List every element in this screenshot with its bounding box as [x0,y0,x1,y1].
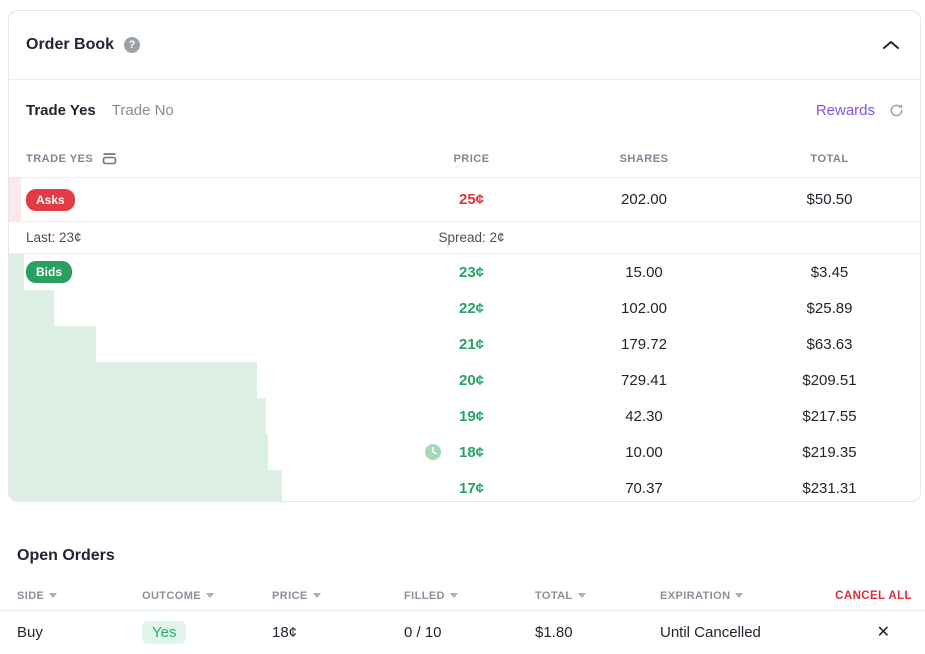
bid-depth-bar [9,398,266,434]
trade-tabs-row: Trade Yes Trade No Rewards [9,80,920,140]
open-orders-title: Open Orders [17,547,115,564]
bid-row[interactable]: 22¢ 102.00 $25.89 [9,290,920,326]
bid-total: $217.55 [802,407,857,425]
bid-total: $63.63 [806,335,853,353]
bid-row[interactable]: 20¢ 729.41 $209.51 [9,362,920,398]
bid-depth-bar [9,362,257,398]
cancel-all-button[interactable]: CANCEL ALL [835,589,912,602]
bid-price[interactable]: 22¢ [458,299,485,317]
order-total: $1.80 [535,623,573,641]
last-spread-row: Last: 23¢ Spread: 2¢ [9,222,920,254]
bid-depth-bar [9,470,282,501]
order-book-header: Order Book ? [9,11,920,80]
open-orders-column-headers: SIDE OUTCOME PRICE FILLED TOTAL EXPIRATI… [0,581,925,611]
bid-price[interactable]: 23¢ [458,263,485,281]
column-filled[interactable]: FILLED [404,590,535,602]
bid-shares: 42.30 [625,407,663,425]
book-column-headers: TRADE YES PRICE SHARES TOTAL [9,140,920,177]
open-order-row: Buy Yes 18¢ 0 / 10 $1.80 Until Cancelled… [0,611,925,653]
column-outcome[interactable]: OUTCOME [142,590,272,602]
column-expiration[interactable]: EXPIRATION [660,590,825,602]
bid-shares: 102.00 [621,299,667,317]
bid-shares: 729.41 [621,371,667,389]
column-trade-yes: TRADE YES [26,152,94,165]
bid-row[interactable]: 18¢ 10.00 $219.35 [9,434,920,470]
bids-badge: Bids [26,261,73,283]
bid-row[interactable]: 19¢ 42.30 $217.55 [9,398,920,434]
bid-row[interactable]: 17¢ 70.37 $231.31 [9,470,920,501]
ask-row[interactable]: Asks 25¢ 202.00 $50.50 [9,177,920,222]
bid-total: $209.51 [802,371,857,389]
ask-shares: 202.00 [621,191,667,208]
sort-caret-icon [312,593,321,598]
bid-total: $219.35 [802,443,857,461]
tab-trade-yes[interactable]: Trade Yes [26,101,96,119]
order-expiration: Until Cancelled [660,623,761,641]
collapse-chevron-up-icon[interactable] [882,39,900,51]
order-filled: 0 / 10 [404,623,442,641]
bid-price[interactable]: 20¢ [458,371,485,389]
last-price-label: Last: 23¢ [26,230,82,245]
spread-label: Spread: 2¢ [438,230,505,245]
user-order-clock-icon [424,444,441,460]
bid-total: $231.31 [802,479,857,497]
refresh-icon[interactable] [889,103,904,118]
column-total[interactable]: TOTAL [535,590,660,602]
ask-depth-bar [9,178,21,221]
outcome-badge: Yes [142,620,187,644]
column-price: PRICE [453,152,490,165]
bid-row[interactable]: 21¢ 179.72 $63.63 [9,326,920,362]
bid-shares: 15.00 [625,263,663,281]
help-icon[interactable]: ? [124,37,141,53]
order-book-title: Order Book [26,36,115,53]
column-total: TOTAL [810,152,849,165]
bid-row[interactable]: Bids 23¢ 15.00 $3.45 [9,254,920,290]
sort-caret-icon [577,593,586,598]
order-side: Buy [17,623,43,641]
sort-caret-icon [735,593,744,598]
order-book-card: Order Book ? Trade Yes Trade No Rewards … [8,10,921,502]
sort-caret-icon [49,593,58,598]
bid-shares: 10.00 [625,443,663,461]
ask-price[interactable]: 25¢ [458,191,485,208]
bid-depth-bar [9,326,96,362]
column-price[interactable]: PRICE [272,590,404,602]
bid-price[interactable]: 21¢ [458,335,485,353]
bid-price-cell[interactable]: 18¢ [394,444,549,461]
asks-badge: Asks [26,188,75,211]
bid-total: $25.89 [806,299,853,317]
bid-price[interactable]: 19¢ [458,407,485,425]
bid-price[interactable]: 18¢ [458,443,485,461]
bid-price[interactable]: 17¢ [458,479,485,497]
tab-trade-no[interactable]: Trade No [111,101,174,119]
column-shares: SHARES [619,152,669,165]
bid-shares: 70.37 [625,479,663,497]
depth-view-toggle-icon[interactable] [102,152,117,165]
sort-caret-icon [449,593,458,598]
ask-total: $50.50 [806,191,853,208]
bid-depth-bar [9,254,24,290]
bid-depth-bar [9,290,54,326]
bid-total: $3.45 [810,263,849,281]
order-price: 18¢ [272,623,298,641]
bid-shares: 179.72 [621,335,667,353]
cancel-order-button[interactable]: ✕ [876,624,890,641]
open-orders-section: Open Orders SIDE OUTCOME PRICE FILLED TO… [0,530,925,653]
bid-depth-bar [9,434,268,470]
rewards-link[interactable]: Rewards [815,101,875,119]
sort-caret-icon [206,593,215,598]
column-side[interactable]: SIDE [17,590,142,602]
